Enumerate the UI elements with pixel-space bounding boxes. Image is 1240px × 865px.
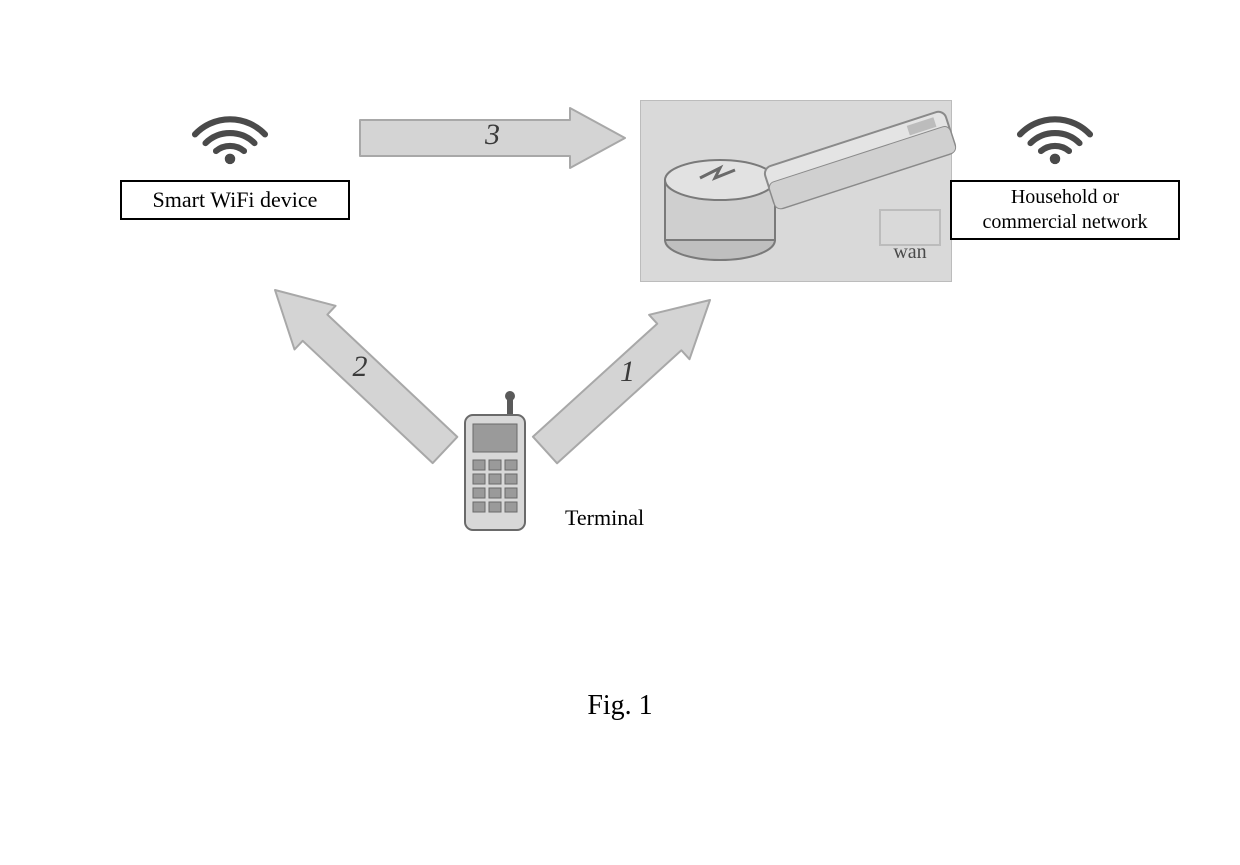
terminal-label-text: Terminal: [565, 505, 644, 530]
figure-caption-text: Fig. 1: [587, 690, 652, 721]
network-label-text: Household or commercial network: [983, 185, 1148, 235]
wifi-icon: [1010, 95, 1100, 165]
arrow-2: [275, 290, 457, 463]
diagram-stage: wan 321 Smart WiFi device Househ: [0, 0, 1240, 865]
arrow-1: [533, 300, 710, 463]
arrow-label-1: 1: [620, 355, 635, 388]
smart-device-label-text: Smart WiFi device: [153, 186, 318, 214]
terminal-phone-icon: [465, 391, 525, 530]
smart-device-label: Smart WiFi device: [120, 180, 350, 220]
wifi-icon: [185, 95, 275, 165]
figure-caption: Fig. 1: [0, 690, 1240, 722]
arrow-3: [360, 108, 625, 168]
arrow-label-2: 2: [353, 350, 368, 383]
router-cluster-bg: [640, 100, 952, 282]
arrow-label-3: 3: [484, 118, 500, 151]
terminal-label: Terminal: [565, 505, 644, 531]
network-label: Household or commercial network: [950, 180, 1180, 240]
